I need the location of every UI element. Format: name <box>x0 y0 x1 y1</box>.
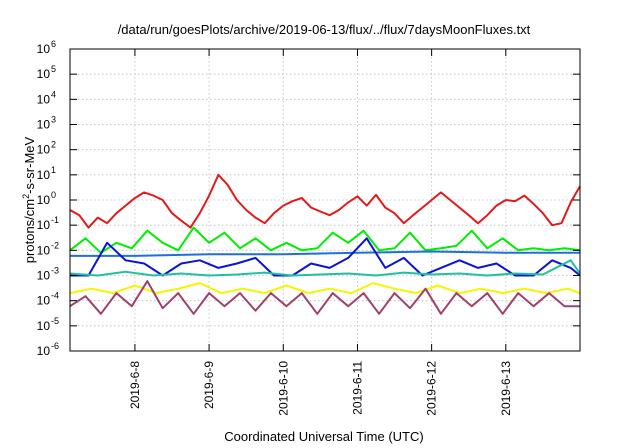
series-layer <box>69 173 581 315</box>
y-tick-exponent: -4 <box>51 291 59 301</box>
y-tick-label: 10 <box>37 193 51 207</box>
y-tick-label: 10 <box>37 42 51 56</box>
y-tick-label: 10 <box>37 168 51 182</box>
y-tick-label: 10 <box>37 92 51 106</box>
y-tick-label: 10 <box>37 294 51 308</box>
y-tick-exponent: 4 <box>51 89 56 99</box>
series-line-4 <box>70 237 581 277</box>
y-tick-label: 10 <box>37 67 51 81</box>
series-line-3 <box>70 250 580 257</box>
y-tick-exponent: -5 <box>51 316 59 326</box>
series-line-2 <box>69 226 581 254</box>
y-tick-exponent: 6 <box>51 39 56 49</box>
y-tick-label: 10 <box>37 118 51 132</box>
y-tick-exponent: -2 <box>51 240 59 250</box>
x-tick-label: 2019-6-10 <box>276 361 290 416</box>
x-axis: 2019-6-8 2019-6-9 2019-6-10 2019-6-11 2019-6… <box>128 49 513 416</box>
series-line-6 <box>69 282 581 295</box>
series-line-5 <box>69 259 581 277</box>
y-tick-exponent: 1 <box>51 165 56 175</box>
y-tick-exponent: -1 <box>51 215 59 225</box>
series-line-1 <box>69 173 581 229</box>
y-tick-exponent: 5 <box>51 64 56 74</box>
y-tick-label: 10 <box>37 243 51 257</box>
y-tick-label: 10 <box>37 344 51 358</box>
x-axis-label: Coordinated Universal Time (UTC) <box>224 429 423 444</box>
y-tick-exponent: -3 <box>51 266 59 276</box>
x-tick-label: 2019-6-11 <box>350 361 364 415</box>
y-tick-label: 10 <box>37 269 51 283</box>
y-tick-label: 10 <box>37 143 51 157</box>
x-tick-label: 2019-6-13 <box>499 361 513 416</box>
y-tick-exponent: 3 <box>51 115 56 125</box>
y-axis-label: protons/cm2-s-sr-MeV <box>21 136 37 263</box>
y-tick-label: 10 <box>37 319 51 333</box>
y-tick-label: 10 <box>37 218 51 232</box>
grid <box>70 49 580 351</box>
chart-title: /data/run/goesPlots/archive/2019-06-13/f… <box>118 22 531 37</box>
y-tick-exponent: 2 <box>51 140 56 150</box>
series-line-7 <box>69 280 580 315</box>
x-tick-label: 2019-6-9 <box>202 361 216 409</box>
y-tick-exponent: 0 <box>51 190 56 200</box>
x-tick-label: 2019-6-12 <box>425 361 439 416</box>
y-axis: 10 -610 -510 -410 -310 -210 -110 010 110 210 310 41… <box>37 39 580 358</box>
x-tick-label: 2019-6-8 <box>128 361 142 409</box>
y-tick-exponent: -6 <box>51 341 59 351</box>
